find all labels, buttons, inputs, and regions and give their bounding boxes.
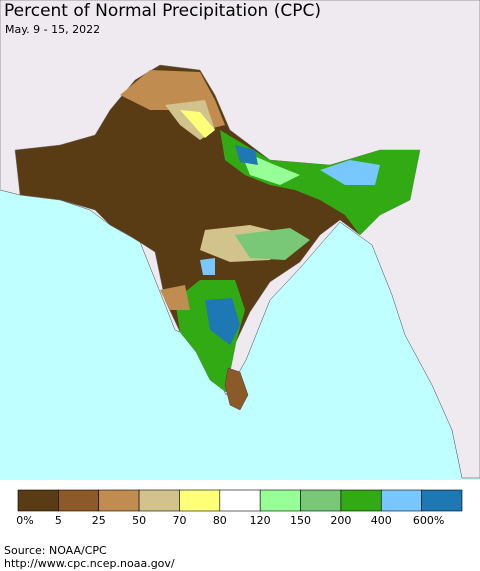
source: Source: NOAA/CPC — [4, 544, 107, 557]
legend-swatch — [138, 489, 180, 512]
sri-lanka — [224, 367, 249, 411]
sw-tan — [160, 285, 190, 310]
legend-label: 150 — [290, 514, 311, 527]
legend-label: 50 — [132, 514, 146, 527]
legend-label: 80 — [213, 514, 227, 527]
legend-label: 5 — [55, 514, 62, 527]
legend-label: 200 — [330, 514, 351, 527]
legend-label: 600% — [413, 514, 444, 527]
yellow-band — [180, 110, 215, 138]
legend-swatch — [259, 489, 301, 512]
legend-swatch — [421, 489, 463, 512]
source-url: http://www.cpc.ncep.noaa.gov/ — [4, 557, 175, 570]
legend-label: 0% — [16, 514, 33, 527]
south-light-blue — [200, 258, 215, 275]
central-green — [235, 228, 310, 260]
title: Percent of Normal Precipitation (CPC) — [4, 1, 321, 21]
legend-swatch — [98, 489, 140, 512]
south-asia-dry — [14, 64, 421, 393]
plains-green — [220, 130, 420, 235]
legend: 0% 5 25 50 70 80 120 150 200 400 600% — [16, 489, 463, 527]
east-blue — [320, 160, 380, 185]
legend-label: 400 — [371, 514, 392, 527]
legend-swatch — [17, 489, 59, 512]
legend-swatch — [179, 489, 221, 512]
subtitle: May. 9 - 15, 2022 — [5, 23, 100, 36]
legend-swatch — [300, 489, 342, 512]
legend-swatch — [219, 489, 261, 512]
map — [0, 0, 480, 480]
legend-swatch — [58, 489, 100, 512]
legend-swatch — [340, 489, 382, 512]
legend-label: 25 — [92, 514, 106, 527]
legend-label: 70 — [172, 514, 186, 527]
east-dark-blue — [235, 145, 258, 165]
legend-swatch — [380, 489, 422, 512]
south-blue — [205, 298, 240, 345]
legend-label: 120 — [250, 514, 271, 527]
